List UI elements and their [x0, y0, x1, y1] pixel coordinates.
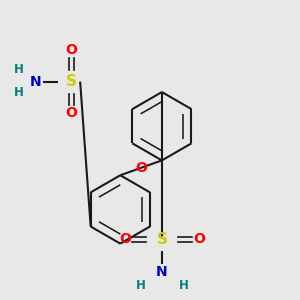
Text: O: O	[119, 232, 131, 246]
Text: H: H	[179, 279, 189, 292]
Text: S: S	[66, 74, 77, 89]
Text: O: O	[65, 106, 77, 120]
Text: H: H	[14, 63, 24, 76]
Text: N: N	[30, 75, 41, 88]
Text: O: O	[65, 44, 77, 57]
Text: H: H	[136, 279, 146, 292]
Text: O: O	[135, 161, 147, 175]
Text: O: O	[193, 232, 205, 246]
Text: H: H	[14, 85, 24, 98]
Text: N: N	[156, 265, 168, 279]
Text: S: S	[156, 232, 167, 247]
